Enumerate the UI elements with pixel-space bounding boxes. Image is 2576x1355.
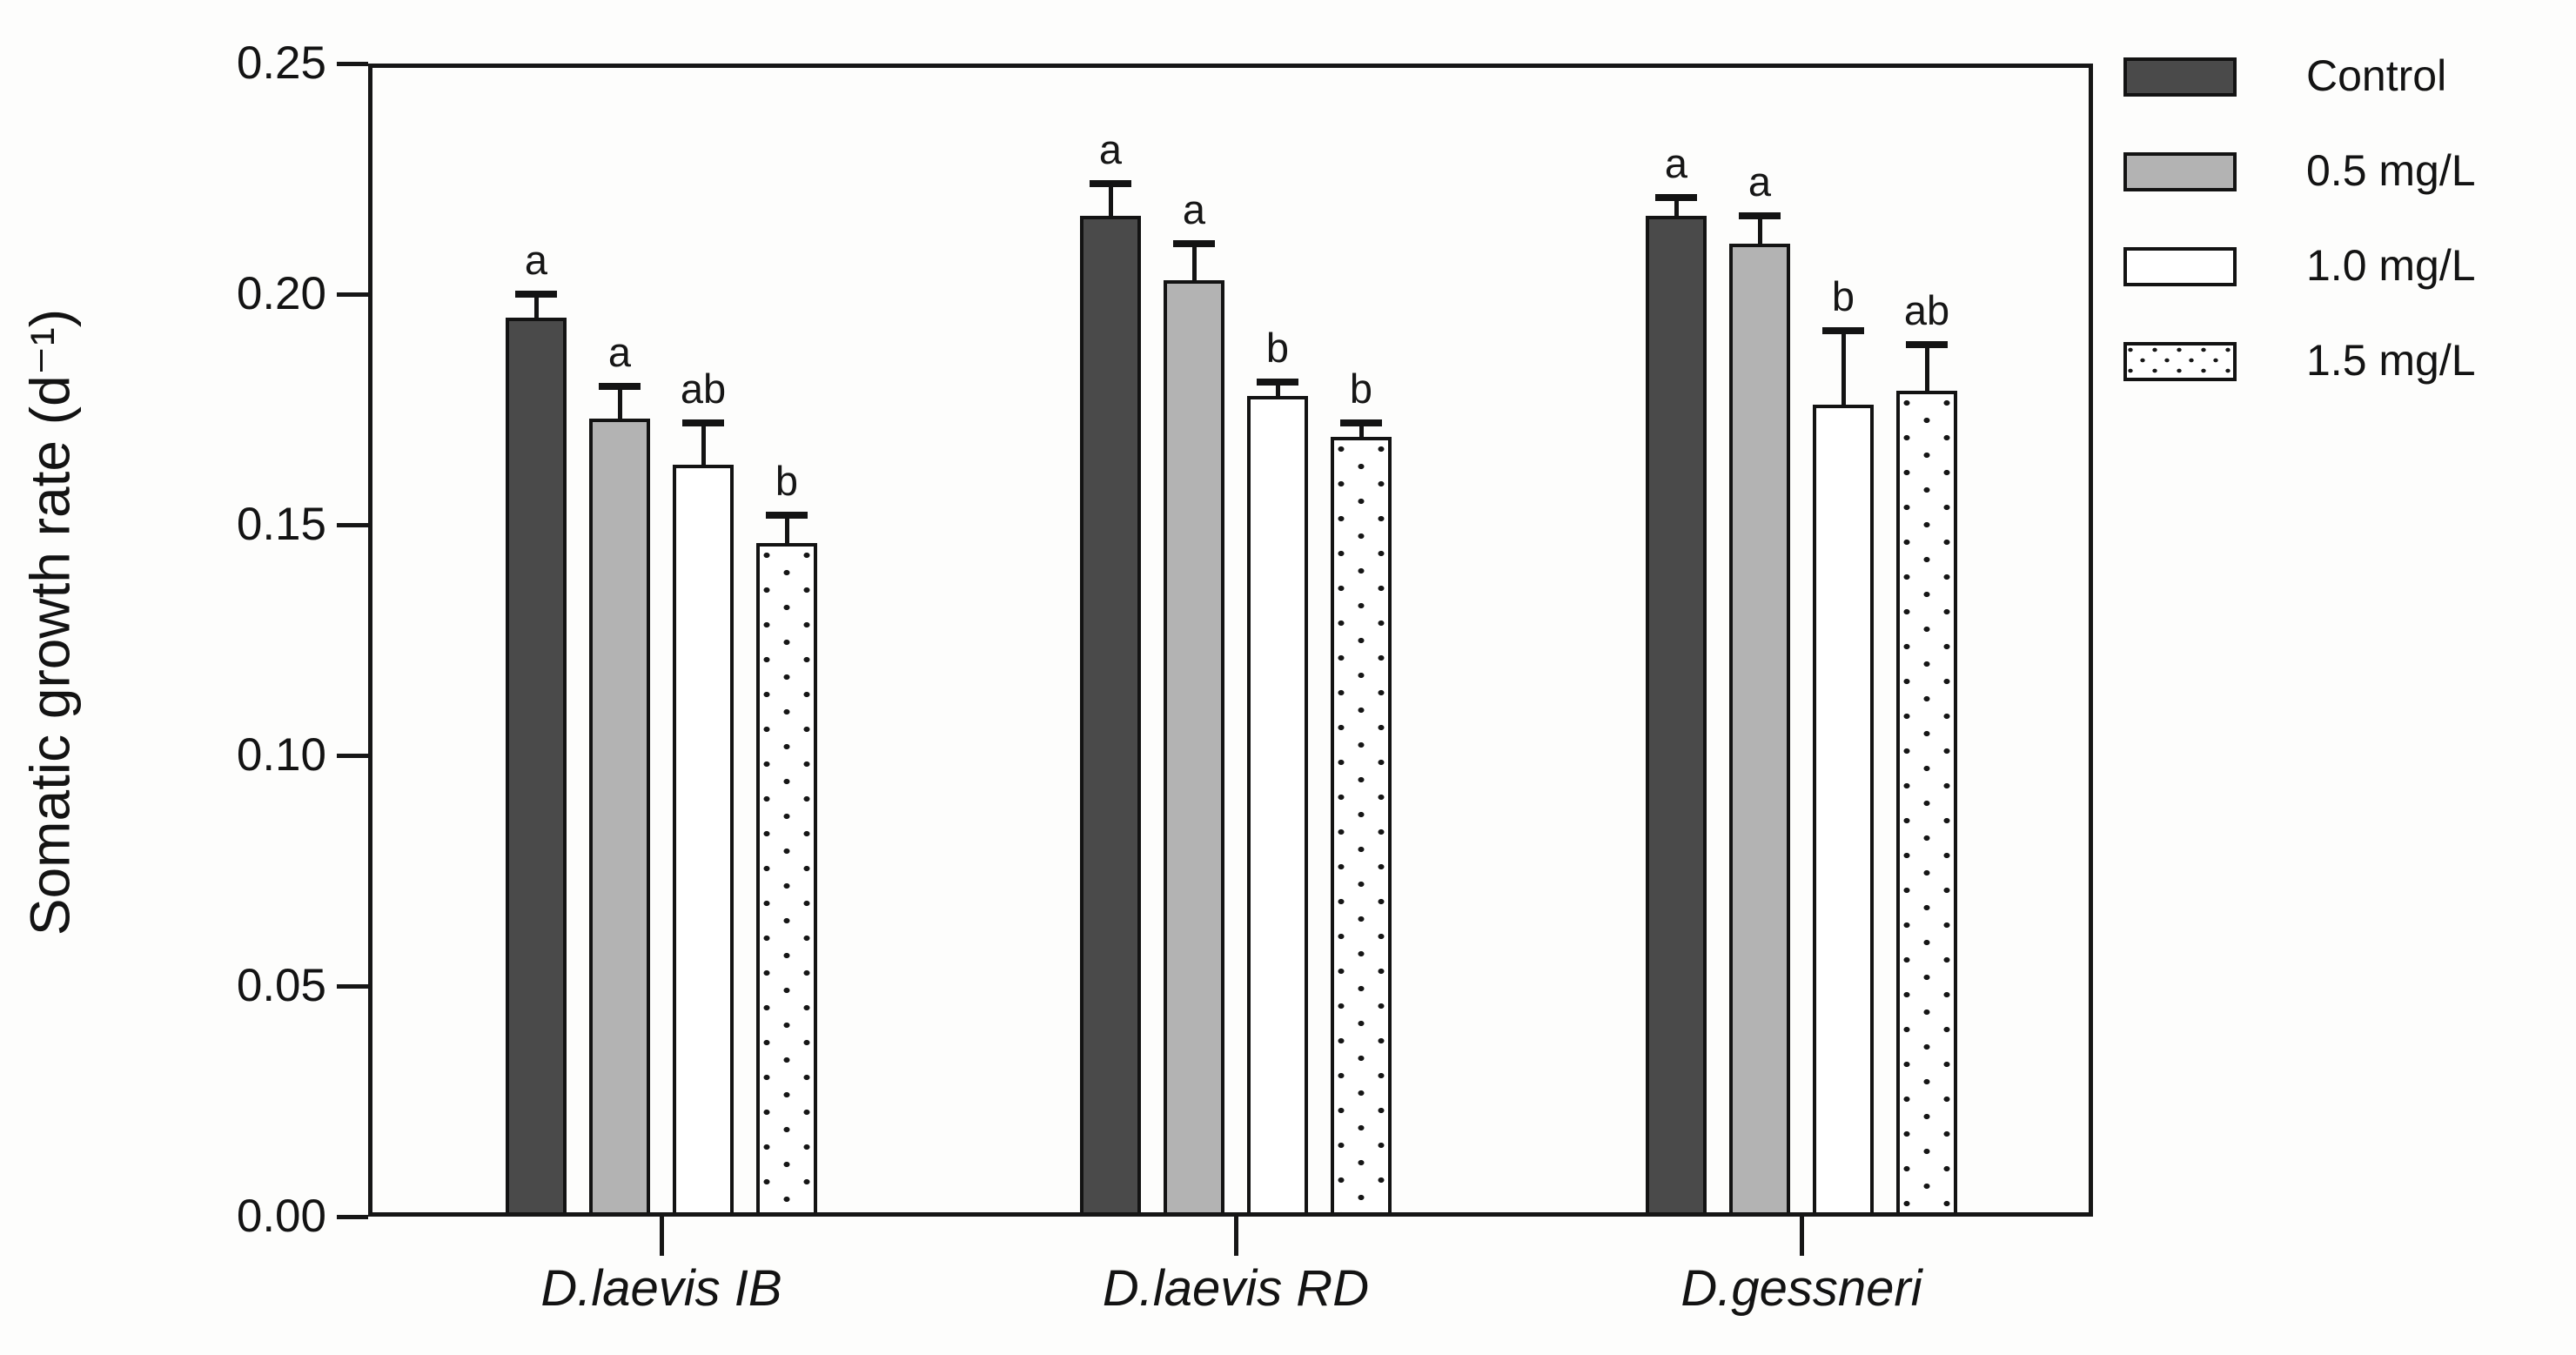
- sig-letter: a: [1664, 139, 1688, 186]
- error-bar-stem: [1757, 215, 1762, 245]
- error-bar-cap: [1739, 211, 1781, 219]
- sig-letter: b: [1349, 366, 1373, 413]
- error-bar-stem: [617, 386, 622, 421]
- y-tick-label: 0.00: [236, 1191, 326, 1242]
- bar-0-5-mg-l: [589, 419, 650, 1217]
- y-tick-label: 0.20: [236, 268, 326, 319]
- error-bar-stem: [1191, 243, 1197, 283]
- sig-letter: a: [607, 329, 632, 375]
- error-bar-cap: [1257, 378, 1298, 386]
- x-category-label: D.gessneri: [1680, 1260, 1922, 1317]
- y-tick-label: 0.15: [236, 499, 326, 550]
- y-tick: [337, 522, 368, 527]
- bar-0-5-mg-l: [1164, 280, 1224, 1217]
- sig-letter: b: [1265, 324, 1290, 371]
- error-bar-cap: [682, 419, 724, 427]
- error-bar-stem: [1841, 331, 1846, 407]
- bar-control: [1646, 215, 1707, 1217]
- legend-swatch: [2123, 342, 2237, 381]
- error-bar-cap: [1340, 419, 1382, 427]
- sig-letter: ab: [680, 366, 727, 413]
- error-bar-cap: [766, 512, 808, 520]
- legend-label: 1.0 mg/L: [2306, 241, 2476, 290]
- error-bar-cap: [599, 383, 641, 390]
- y-tick: [337, 292, 368, 297]
- sig-letter: ab: [1903, 287, 1950, 334]
- error-bar-stem: [1674, 197, 1679, 218]
- legend-swatch: [2123, 247, 2237, 286]
- y-tick: [337, 753, 368, 758]
- x-category-label: D.laevis IB: [540, 1260, 782, 1317]
- x-tick: [659, 1217, 664, 1256]
- y-tick: [337, 1214, 368, 1219]
- sig-letter: a: [1748, 158, 1772, 205]
- y-axis-title: Somatic growth rate (d⁻¹): [18, 308, 82, 936]
- error-bar-stem: [1358, 423, 1364, 439]
- legend-swatch: [2123, 152, 2237, 191]
- error-bar-stem: [533, 294, 539, 319]
- y-tick-label: 0.05: [236, 960, 326, 1011]
- error-bar-cap: [1655, 193, 1697, 201]
- sig-letter: a: [1182, 185, 1206, 232]
- bar-1-5-mg-l: [756, 543, 817, 1217]
- legend-label: Control: [2306, 51, 2447, 100]
- legend-label: 0.5 mg/L: [2306, 146, 2476, 195]
- legend-swatch: [2123, 57, 2237, 97]
- bar-0-5-mg-l: [1729, 243, 1790, 1217]
- error-bar-cap: [515, 291, 557, 298]
- error-bar-cap: [1822, 327, 1864, 335]
- bar-1-5-mg-l: [1896, 391, 1957, 1217]
- error-bar-stem: [701, 423, 706, 467]
- error-bar-stem: [1108, 183, 1113, 218]
- y-tick-label: 0.25: [236, 37, 326, 89]
- sig-letter: a: [1098, 125, 1123, 172]
- y-tick: [337, 61, 368, 66]
- bar-1-5-mg-l: [1331, 437, 1392, 1217]
- y-tick-label: 0.10: [236, 729, 326, 781]
- error-bar-cap: [1090, 179, 1131, 187]
- error-bar-stem: [1275, 381, 1280, 398]
- bar-control: [506, 317, 567, 1217]
- bar-1-0-mg-l: [1247, 395, 1308, 1217]
- sig-letter: b: [775, 458, 799, 505]
- x-category-label: D.laevis RD: [1102, 1260, 1370, 1317]
- error-bar-stem: [1924, 345, 1929, 393]
- bar-1-0-mg-l: [1813, 405, 1874, 1217]
- sig-letter: b: [1831, 273, 1855, 320]
- bar-control: [1080, 215, 1141, 1217]
- x-tick: [1799, 1217, 1804, 1256]
- sig-letter: a: [524, 237, 548, 283]
- error-bar-cap: [1906, 341, 1948, 349]
- legend-label: 1.5 mg/L: [2306, 336, 2476, 385]
- y-tick: [337, 983, 368, 989]
- x-tick: [1233, 1217, 1238, 1256]
- error-bar-stem: [784, 515, 789, 546]
- error-bar-cap: [1173, 239, 1215, 247]
- bar-1-0-mg-l: [673, 465, 734, 1217]
